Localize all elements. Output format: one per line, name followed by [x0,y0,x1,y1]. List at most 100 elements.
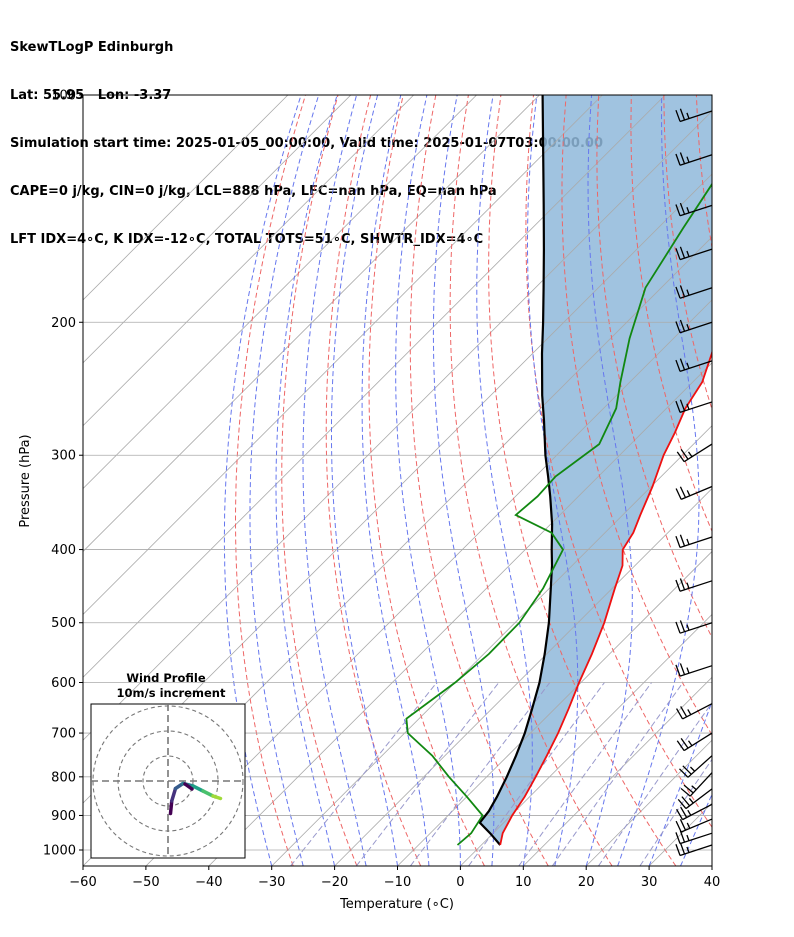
wind-barb-flag [686,667,690,674]
wind-barb-flag [679,768,689,778]
mixing-ratio-line [290,682,438,866]
wind-barb-flag [679,319,686,332]
dry-adiabat [281,95,358,866]
wind-barb [675,319,713,334]
wind-barb-flag [679,358,686,371]
dry-adiabat [729,95,794,866]
moist-adiabat [275,95,338,866]
mixing-ratio-line [597,701,712,866]
wind-barb-flag [675,844,681,856]
wind-barb [675,703,713,720]
isotherm [83,110,712,741]
x-tick-label: −60 [69,875,96,890]
dry-adiabat [235,95,306,866]
wind-barb-flag [688,798,694,804]
y-tick-label: 800 [51,770,76,785]
wind-barb-flag [679,486,687,498]
x-tick-label: −40 [195,875,222,890]
moist-adiabat [711,864,712,866]
x-axis-label: Temperature (∘C) [339,897,454,912]
x-tick-label: 30 [641,875,658,890]
x-tick-label: 20 [578,875,595,890]
wind-barb-flag [686,362,690,369]
wind-barb [675,830,713,845]
y-tick-label: 200 [51,316,76,331]
mixing-ratio-line [355,682,500,866]
wind-barb-staff [682,703,713,720]
wind-barb-staff [679,248,713,261]
isotherm [83,95,603,615]
y-tick-label: 100 [51,89,76,104]
y-tick-label: 400 [51,543,76,558]
isotherm [83,95,352,364]
wind-barb-flag [675,359,681,372]
wind-barb-flag [675,808,684,820]
wind-barb-staff [679,622,713,634]
moist-adiabat [395,95,461,866]
wind-barb-flag [686,250,690,257]
wind-barb-flag [679,246,686,259]
wind-barb-staff [679,832,713,845]
isotherm [397,550,712,866]
isotherm [271,425,712,866]
wind-barb-flag [675,621,681,634]
wind-barb-flag [686,582,690,589]
dry-adiabat [488,95,677,866]
wind-barb-flag [679,108,686,121]
wind-barb-flag [686,490,691,497]
wind-barb [675,108,713,123]
mixing-ratio-line [468,682,605,866]
wind-barb-flag [680,706,688,718]
wind-barb [675,152,713,166]
wind-profile-inset: Wind Profile 10m/s increment [90,671,246,859]
mixing-ratio-line [518,682,653,866]
wind-barb-flag [679,830,686,843]
wind-barb-flag [687,809,692,816]
x-tick-label: −20 [321,875,348,890]
dry-adiabat [525,95,712,828]
wind-barb-flag [679,819,687,831]
wind-barb-staff [679,580,713,592]
wind-barb-flag [682,765,692,775]
x-tick-label: −50 [132,875,159,890]
x-tick-label: 40 [704,875,721,890]
dry-adiabat [561,95,712,736]
wind-barb-staff [682,803,713,821]
y-tick-label: 600 [51,676,76,691]
hodograph-segment [211,794,223,801]
moist-adiabat [361,95,430,866]
moist-adiabat [249,95,320,866]
isotherm [711,865,712,866]
wind-barb-staff [679,401,713,414]
wind-barb [675,534,713,549]
wind-barb-flag [679,578,686,591]
y-tick-label: 900 [51,809,76,824]
wind-barb-flag [675,286,681,299]
wind-barb-flag [686,834,690,841]
wind-barb [676,732,713,752]
wind-barb-flag [679,534,686,547]
dry-adiabat [762,95,794,866]
wind-barb-flag [675,488,682,500]
cape-line: CAPE=0 j/kg, CIN=0 j/kg, LCL=888 hPa, LF… [10,184,497,199]
wind-barb [677,788,713,810]
wind-barb-flag [675,535,681,548]
mixing-ratio-line [639,758,712,866]
wind-barb-flag [686,846,690,853]
wind-barb-flag [689,766,696,772]
wind-barb [675,803,713,821]
inset-title: Wind Profile [126,671,206,685]
wind-barb-flag [676,451,685,463]
wind-barb [676,443,713,463]
dewpoint-line [405,182,712,846]
dry-adiabat [663,95,712,411]
wind-barb-staff [687,755,713,778]
wind-barb-flag [675,708,684,720]
moist-adiabat [476,95,533,866]
mixing-ratio-line [409,682,551,866]
hodograph-segment [170,786,178,803]
wind-barb-flag [675,321,681,333]
wind-barb-flag [675,664,681,677]
isotherm [523,676,712,866]
